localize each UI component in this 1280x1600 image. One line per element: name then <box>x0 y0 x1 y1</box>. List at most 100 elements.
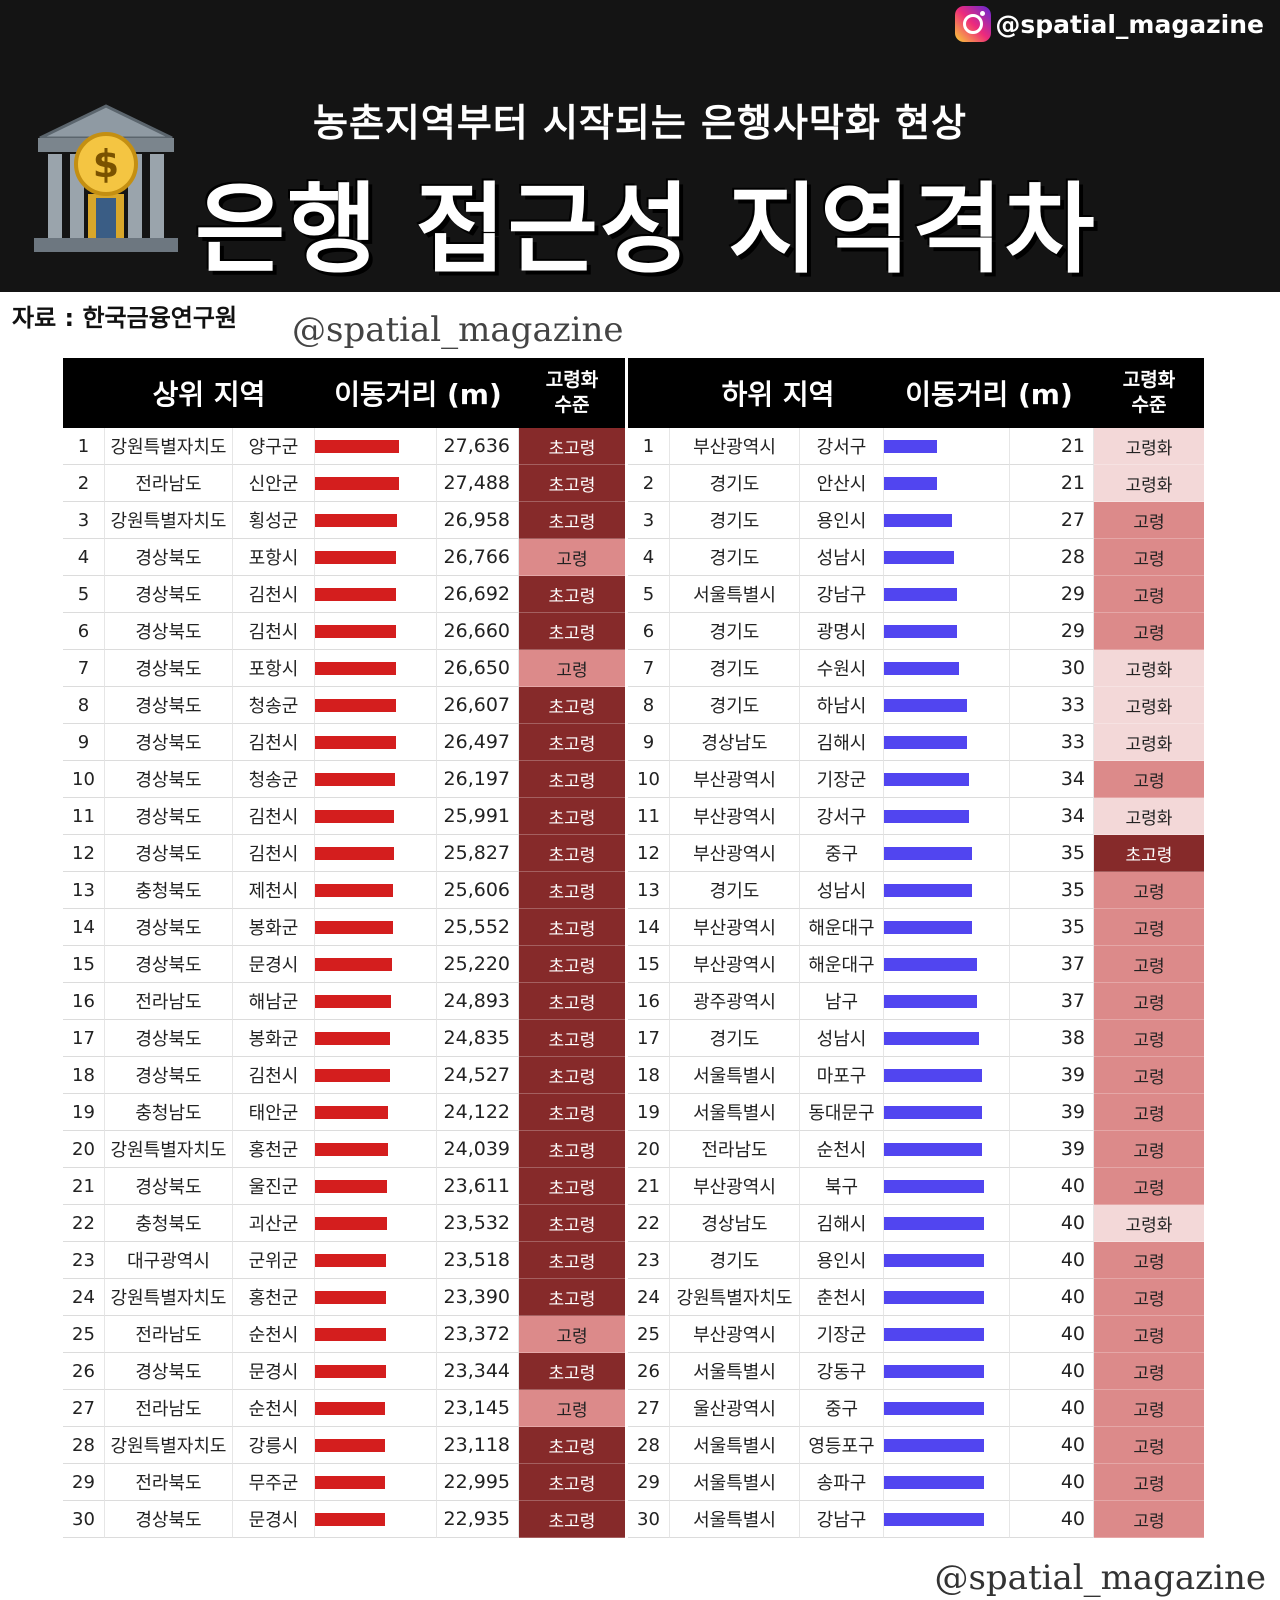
watermark-bottom: @spatial_magazine <box>934 1558 1266 1598</box>
distance-value: 23,344 <box>437 1353 519 1390</box>
rank-cell: 10 <box>628 761 670 798</box>
distance-bar <box>884 551 954 564</box>
province-cell: 강원특별자치도 <box>105 1427 233 1464</box>
bottom-header-aging: 고령화 수준 <box>1122 369 1176 416</box>
distance-value: 40 <box>1010 1205 1094 1242</box>
distance-value: 40 <box>1010 1316 1094 1353</box>
distance-value: 22,995 <box>437 1464 519 1501</box>
aging-level-badge: 초고령 <box>519 1205 625 1242</box>
top-header-distance: 이동거리 (m) <box>334 378 502 411</box>
distance-bar <box>884 514 952 527</box>
distance-value: 25,220 <box>437 946 519 983</box>
bar-cell <box>884 1501 1010 1538</box>
distance-bar <box>315 1513 385 1526</box>
rank-cell: 17 <box>63 1020 105 1057</box>
district-cell: 안산시 <box>800 465 884 502</box>
bottom-table-row: 16 광주광역시 남구 37 고령 <box>628 983 1204 1020</box>
aging-level-badge: 고령 <box>1094 576 1204 613</box>
rank-cell: 12 <box>628 835 670 872</box>
bar-cell <box>884 983 1010 1020</box>
aging-level-badge: 초고령 <box>519 502 625 539</box>
aging-level-badge: 고령 <box>1094 1464 1204 1501</box>
distance-bar <box>884 736 967 749</box>
rank-cell: 18 <box>63 1057 105 1094</box>
aging-level-badge: 고령 <box>1094 1057 1204 1094</box>
aging-level-badge: 초고령 <box>519 687 625 724</box>
aging-level-badge: 고령 <box>1094 872 1204 909</box>
bottom-table-row: 10 부산광역시 기장군 34 고령 <box>628 761 1204 798</box>
rank-cell: 26 <box>628 1353 670 1390</box>
aging-level-badge: 고령 <box>519 539 625 576</box>
bar-cell <box>884 428 1010 465</box>
distance-bar <box>884 625 957 638</box>
district-cell: 양구군 <box>233 428 315 465</box>
top-table-row: 13 충청북도 제천시 25,606 초고령 <box>63 872 625 909</box>
distance-value: 26,766 <box>437 539 519 576</box>
bottom-table-row: 23 경기도 용인시 40 고령 <box>628 1242 1204 1279</box>
distance-bar <box>315 1032 390 1045</box>
district-cell: 순천시 <box>233 1316 315 1353</box>
aging-level-badge: 초고령 <box>519 428 625 465</box>
rank-cell: 25 <box>628 1316 670 1353</box>
bar-cell <box>884 1020 1010 1057</box>
province-cell: 서울특별시 <box>670 1057 800 1094</box>
distance-bar <box>884 699 967 712</box>
source-note: 자료 : 한국금융연구원 <box>12 304 238 332</box>
distance-bar <box>884 1069 982 1082</box>
top-table-row: 23 대구광역시 군위군 23,518 초고령 <box>63 1242 625 1279</box>
aging-level-badge: 초고령 <box>519 1464 625 1501</box>
province-cell: 경상남도 <box>670 724 800 761</box>
province-cell: 경기도 <box>670 465 800 502</box>
rank-cell: 3 <box>63 502 105 539</box>
aging-level-badge: 초고령 <box>519 1353 625 1390</box>
aging-level-badge: 고령 <box>1094 909 1204 946</box>
bar-cell <box>315 1279 437 1316</box>
bottom-table-row: 5 서울특별시 강남구 29 고령 <box>628 576 1204 613</box>
district-cell: 김천시 <box>233 576 315 613</box>
rank-cell: 15 <box>628 946 670 983</box>
aging-level-badge: 고령 <box>1094 613 1204 650</box>
distance-value: 24,835 <box>437 1020 519 1057</box>
distance-value: 37 <box>1010 946 1094 983</box>
district-cell: 김천시 <box>233 724 315 761</box>
aging-level-badge: 고령화 <box>1094 687 1204 724</box>
district-cell: 홍천군 <box>233 1131 315 1168</box>
distance-bar <box>884 1106 982 1119</box>
rank-cell: 20 <box>63 1131 105 1168</box>
distance-value: 37 <box>1010 983 1094 1020</box>
district-cell: 중구 <box>800 1390 884 1427</box>
district-cell: 울진군 <box>233 1168 315 1205</box>
aging-level-badge: 초고령 <box>519 983 625 1020</box>
aging-level-badge: 고령 <box>1094 983 1204 1020</box>
aging-level-badge: 초고령 <box>519 835 625 872</box>
province-cell: 경상북도 <box>105 687 233 724</box>
province-cell: 경상북도 <box>105 724 233 761</box>
bar-cell <box>315 613 437 650</box>
aging-level-badge: 고령 <box>1094 1020 1204 1057</box>
bar-cell <box>884 1242 1010 1279</box>
aging-level-badge: 고령 <box>1094 1168 1204 1205</box>
bottom-table-row: 18 서울특별시 마포구 39 고령 <box>628 1057 1204 1094</box>
district-cell: 해운대구 <box>800 946 884 983</box>
bank-icon: $ <box>34 104 178 252</box>
district-cell: 괴산군 <box>233 1205 315 1242</box>
rank-cell: 23 <box>628 1242 670 1279</box>
top-table-row: 22 충청북도 괴산군 23,532 초고령 <box>63 1205 625 1242</box>
bottom-table-row: 30 서울특별시 강남구 40 고령 <box>628 1501 1204 1538</box>
district-cell: 중구 <box>800 835 884 872</box>
bar-cell <box>884 1316 1010 1353</box>
province-cell: 경기도 <box>670 613 800 650</box>
rank-cell: 7 <box>628 650 670 687</box>
rank-cell: 27 <box>628 1390 670 1427</box>
bottom-table-row: 22 경상남도 김해시 40 고령화 <box>628 1205 1204 1242</box>
rank-cell: 28 <box>63 1427 105 1464</box>
district-cell: 동대문구 <box>800 1094 884 1131</box>
district-cell: 춘천시 <box>800 1279 884 1316</box>
brand-handle[interactable]: @spatial_magazine <box>955 6 1264 42</box>
distance-value: 34 <box>1010 798 1094 835</box>
rank-cell: 29 <box>63 1464 105 1501</box>
distance-bar <box>884 588 957 601</box>
aging-level-badge: 초고령 <box>519 946 625 983</box>
distance-bar <box>315 1106 388 1119</box>
bar-cell <box>884 539 1010 576</box>
